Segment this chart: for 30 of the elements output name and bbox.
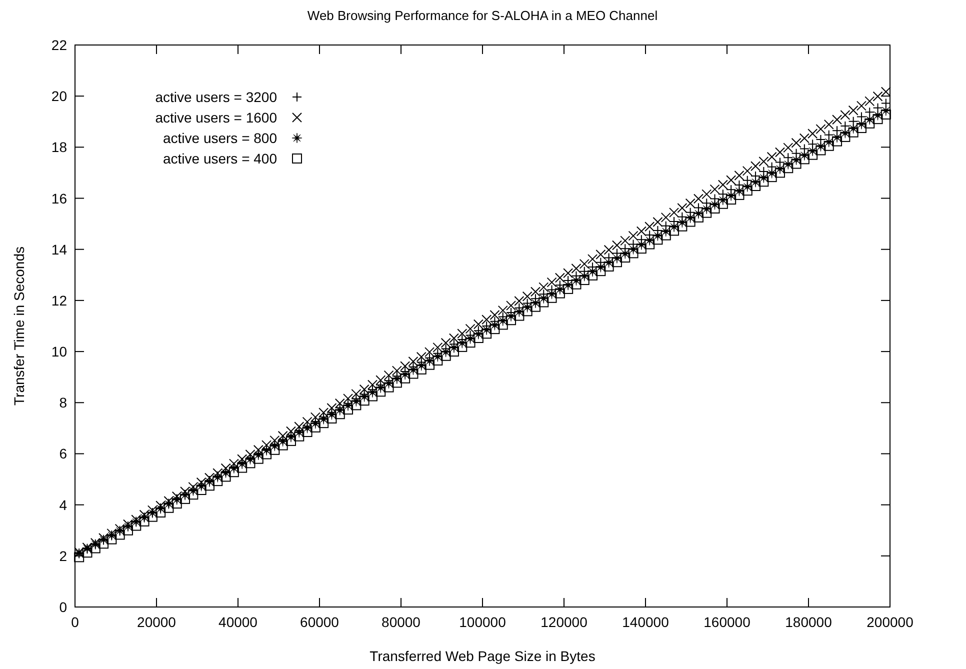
y-tick-label: 22: [51, 37, 68, 53]
legend-label: active users = 800: [162, 130, 278, 146]
chart-title: Web Browsing Performance for S-ALOHA in a MEO Channel: [307, 8, 658, 23]
legend-label: active users = 1600: [155, 110, 278, 126]
y-tick-label: 20: [51, 88, 68, 104]
legend-label: active users = 400: [162, 150, 278, 166]
y-tick-label: 10: [51, 344, 68, 360]
x-tick-label: 140000: [622, 614, 670, 630]
x-tick-label: 20000: [137, 614, 176, 630]
y-tick-label: 14: [51, 241, 68, 258]
x-axis-title: Transferred Web Page Size in Bytes: [370, 648, 596, 664]
x-tick-label: 160000: [704, 614, 751, 630]
x-tick-label: 80000: [382, 614, 421, 630]
x-tick-label: 200000: [866, 614, 914, 630]
x-tick-label: 40000: [218, 614, 258, 630]
y-tick-label: 6: [59, 446, 68, 462]
x-tick-label: 180000: [785, 614, 832, 630]
y-tick-label: 2: [59, 548, 68, 564]
y-axis-title: Transfer Time in Seconds: [11, 246, 27, 406]
y-tick-label: 12: [51, 292, 68, 308]
y-tick-label: 8: [59, 394, 68, 411]
x-tick-label: 120000: [540, 614, 588, 630]
legend-label: active users = 3200: [155, 89, 278, 105]
y-tick-label: 0: [59, 599, 68, 615]
y-tick-label: 16: [51, 190, 68, 206]
y-tick-label: 4: [59, 496, 68, 513]
x-tick-label: 0: [71, 614, 80, 630]
y-tick-label: 18: [51, 139, 68, 156]
x-tick-label: 60000: [300, 614, 340, 630]
x-tick-label: 100000: [459, 614, 506, 630]
